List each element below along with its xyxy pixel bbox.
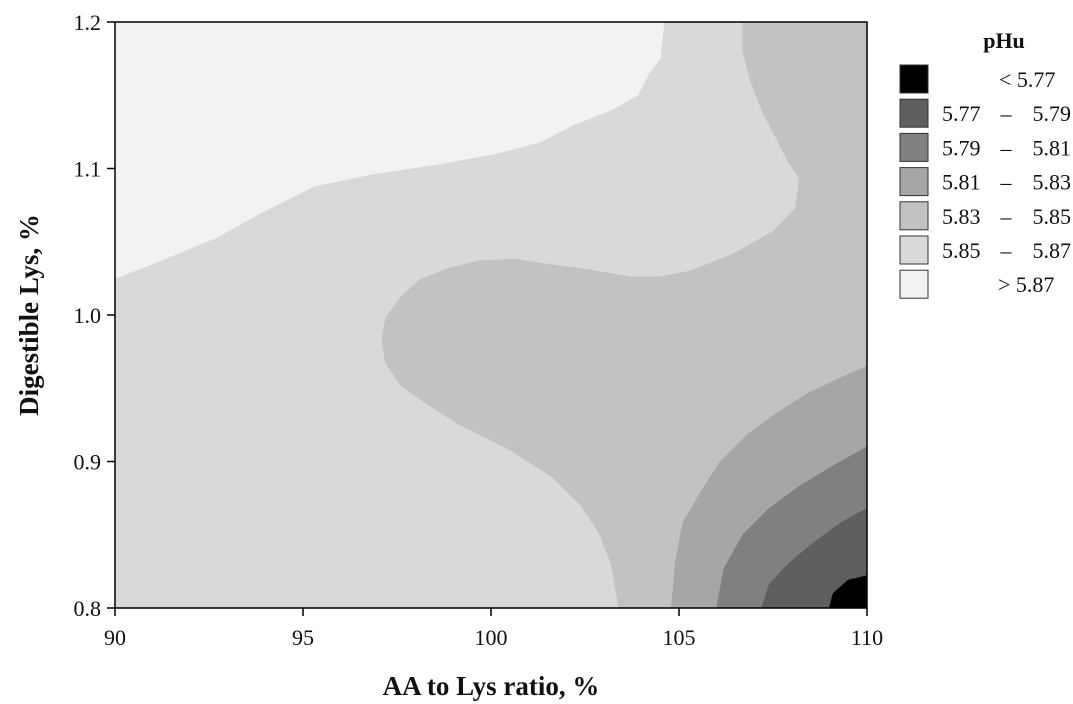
x-tick-label: 95 bbox=[292, 625, 314, 650]
legend-label-high: 5.87 bbox=[1033, 238, 1072, 263]
legend-swatch bbox=[899, 201, 929, 231]
legend-label-high: 5.85 bbox=[1033, 204, 1072, 229]
legend-swatch bbox=[899, 269, 929, 299]
x-tick-label: 90 bbox=[104, 625, 126, 650]
legend-swatch bbox=[899, 235, 929, 265]
legend: pHu < 5.775.77–5.795.79–5.815.81–5.835.8… bbox=[899, 28, 1072, 299]
legend-swatch bbox=[899, 167, 929, 197]
legend-label-low: 5.77 bbox=[942, 101, 981, 126]
legend-label-low: 5.81 bbox=[942, 170, 981, 195]
axis-ticks bbox=[107, 21, 868, 616]
y-tick-label: 0.9 bbox=[74, 450, 102, 475]
legend-label-dash: – bbox=[1000, 135, 1013, 160]
contour-regions bbox=[115, 22, 867, 608]
legend-label-dash: – bbox=[1000, 101, 1013, 126]
legend-label-low: 5.85 bbox=[942, 238, 981, 263]
legend-label-low: 5.83 bbox=[942, 204, 981, 229]
contour-region-6 bbox=[829, 575, 867, 608]
legend-label-dash: – bbox=[1000, 204, 1013, 229]
legend-label: > 5.87 bbox=[998, 272, 1054, 297]
legend-swatch bbox=[899, 132, 929, 162]
legend-label-low: 5.79 bbox=[942, 135, 981, 160]
legend-label-dash: – bbox=[1000, 170, 1013, 195]
legend-label-high: 5.83 bbox=[1033, 170, 1072, 195]
x-axis-title: AA to Lys ratio, % bbox=[383, 671, 600, 701]
y-axis-title: Digestible Lys, % bbox=[14, 214, 44, 416]
legend-label-dash: – bbox=[1000, 238, 1013, 263]
legend-swatch bbox=[899, 98, 929, 128]
x-tick-label: 110 bbox=[851, 625, 883, 650]
legend-label-high: 5.79 bbox=[1033, 101, 1072, 126]
y-tick-label: 0.8 bbox=[74, 596, 102, 621]
legend-title: pHu bbox=[983, 28, 1025, 53]
y-tick-label: 1.0 bbox=[74, 303, 102, 328]
legend-swatch bbox=[899, 64, 929, 94]
legend-label: < 5.77 bbox=[999, 67, 1055, 92]
x-tick-label: 100 bbox=[475, 625, 508, 650]
contour-region-1 bbox=[115, 22, 665, 279]
axis-tick-labels: 90 95 100 105 110 0.8 0.9 1.0 1.1 1.2 bbox=[74, 10, 884, 650]
x-tick-label: 105 bbox=[663, 625, 696, 650]
y-tick-label: 1.1 bbox=[74, 157, 102, 182]
legend-label-high: 5.81 bbox=[1033, 135, 1072, 160]
contour-region-5 bbox=[761, 507, 867, 608]
y-tick-label: 1.2 bbox=[74, 10, 102, 35]
